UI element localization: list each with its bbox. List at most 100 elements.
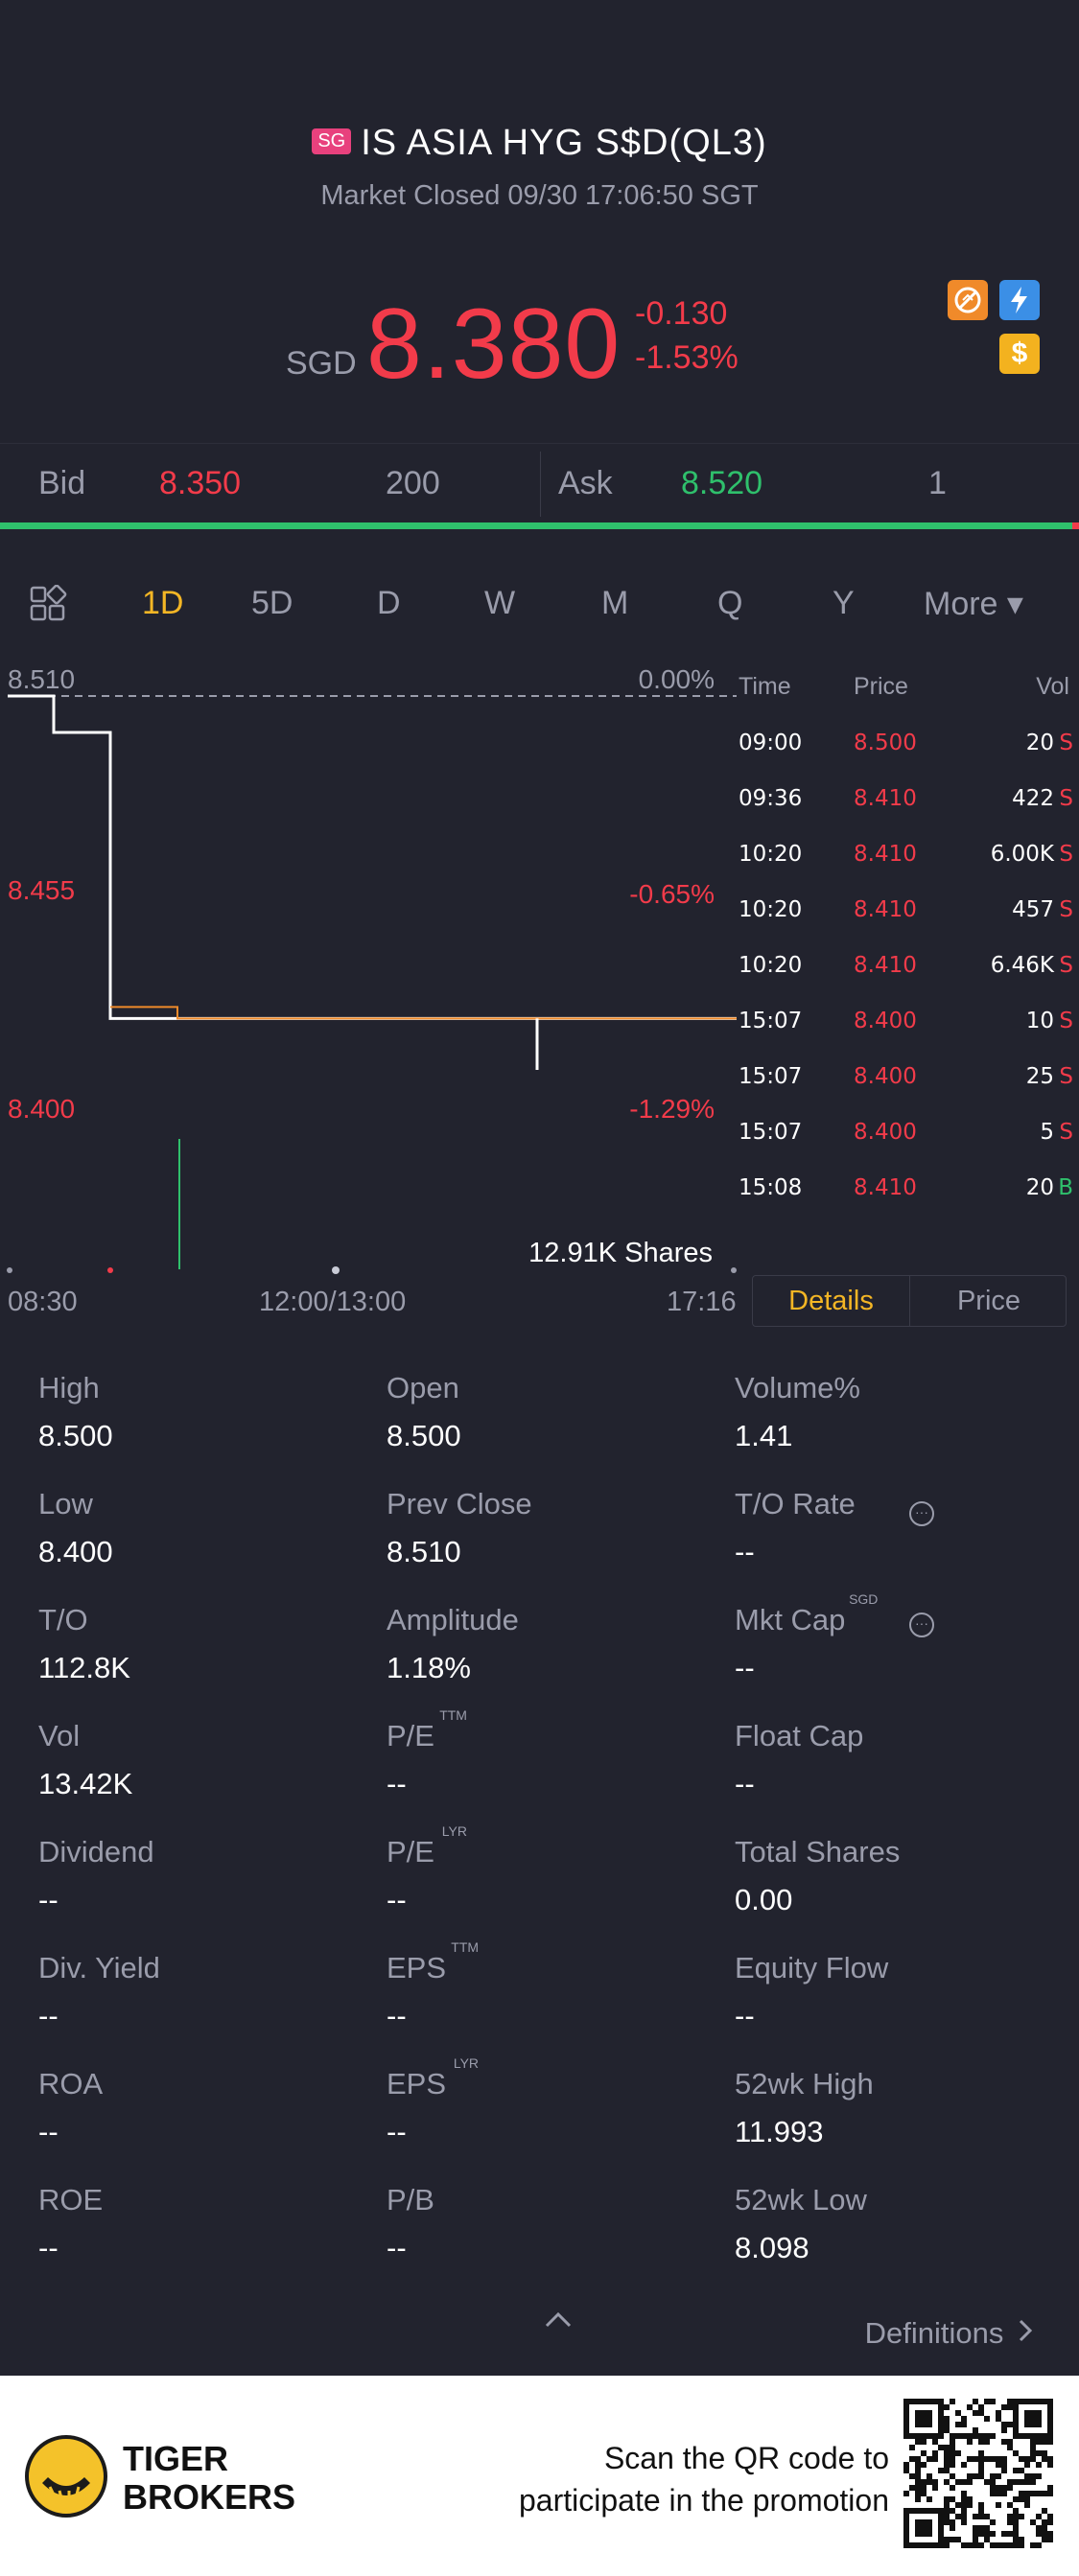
to-rate-info-icon[interactable]: ··· — [909, 1501, 934, 1526]
price-block: SGD 8.380 -0.130 -1.53% — [0, 288, 1079, 403]
trade-vol: 6.46K — [990, 953, 1054, 978]
intraday-chart[interactable]: 8.510 0.00% 8.455 -0.65% 8.400 -1.29% 12… — [0, 648, 739, 1319]
dollar-icon[interactable]: $ — [999, 334, 1040, 374]
tab-y[interactable]: Y — [833, 585, 855, 621]
tiger-logo-icon — [25, 2435, 107, 2518]
stat-label-text: P/E — [387, 1719, 434, 1752]
trade-side: S — [1059, 953, 1073, 978]
trade-vol: 20 — [1025, 1175, 1054, 1200]
y-axis-bot-pct: -1.29% — [629, 1094, 715, 1124]
stat-value: 13.42K — [38, 1767, 133, 1800]
tab-1d[interactable]: 1D — [142, 585, 184, 621]
stats-grid: High 8.500 Open 8.500 Volume% 1.41 Low 8.400 Pre… — [0, 1371, 1079, 2310]
x-tick-dot — [107, 1267, 113, 1273]
price-change-pct: -1.53% — [635, 339, 739, 376]
trade-time: 09:36 — [739, 786, 803, 811]
title-row: SG IS ASIA HYG S$D(QL3) — [0, 123, 1079, 164]
ask-label: Ask — [558, 465, 613, 501]
market-badge: SG — [312, 128, 352, 154]
tab-m[interactable]: M — [601, 585, 629, 621]
stat-item: Volume% 1.41 — [735, 1371, 1061, 1453]
stat-sup: SGD — [849, 1591, 879, 1607]
stat-label-text: EPS — [387, 1951, 447, 1984]
price-tab[interactable]: Price — [956, 1286, 1021, 1316]
trade-price: 8.500 — [854, 731, 917, 755]
x-tick-dot — [332, 1266, 340, 1274]
stat-item: EPS LYR -- — [387, 2055, 713, 2149]
trade-price: 8.400 — [854, 1009, 917, 1033]
stat-item: ROA -- — [38, 2067, 364, 2149]
market-status: Market Closed 09/30 17:06:50 SGT — [320, 180, 759, 211]
bid-ask-bar: Bid 8.350 200 Ask 8.520 1 — [0, 443, 1079, 523]
y-axis-mid-label: 8.455 — [8, 875, 75, 905]
stat-value: 1.41 — [735, 1419, 793, 1452]
stat-label-text: 52wk Low — [735, 2183, 867, 2216]
stat-item: T/O Rate -- — [735, 1487, 1061, 1569]
trade-time: 09:00 — [739, 731, 803, 755]
stat-item: Dividend -- — [38, 1835, 364, 1917]
stat-sup: TTM — [439, 1707, 467, 1723]
stat-label: Prev Close — [387, 1487, 532, 1521]
stat-label: T/O — [38, 1603, 88, 1637]
stat-item: Float Cap -- — [735, 1719, 1061, 1801]
trade-vol: 5 — [1040, 1120, 1054, 1145]
no-short-icon[interactable] — [948, 280, 988, 320]
brand-line-2: BROKERS — [123, 2477, 296, 2517]
stat-label: Amplitude — [387, 1603, 519, 1637]
stat-item: T/O 112.8K — [38, 1603, 364, 1685]
x-tick-dot — [7, 1267, 12, 1273]
trade-row: 15:07 8.400 25 S — [739, 1064, 1079, 1120]
trade-side: S — [1059, 786, 1073, 811]
flash-icon[interactable] — [999, 280, 1040, 320]
trade-side: B — [1058, 1175, 1073, 1200]
tab-w[interactable]: W — [484, 585, 516, 621]
stat-item: Vol 13.42K — [38, 1719, 364, 1801]
stat-label-text: Prev Close — [387, 1487, 532, 1520]
stat-value: 8.500 — [38, 1419, 113, 1452]
stat-item: P/E LYR -- — [387, 1823, 713, 1917]
grid-layout-icon[interactable] — [29, 584, 67, 623]
stat-value: -- — [38, 1883, 59, 1916]
volume-label: 12.91K Shares — [528, 1238, 713, 1268]
stat-label-text: T/O — [38, 1603, 88, 1636]
stat-label: Low — [38, 1487, 93, 1521]
trades-header-time: Time — [739, 673, 791, 700]
trades-header-price: Price — [854, 673, 908, 700]
details-tab[interactable]: Details — [753, 1276, 910, 1326]
bid-size: 200 — [386, 465, 440, 501]
stat-item: 52wk Low 8.098 — [735, 2183, 1061, 2265]
trade-vol: 457 — [1012, 897, 1054, 922]
promo-footer: TIGER BROKERS Scan the QR code to partic… — [0, 2376, 1079, 2576]
trade-row: 10:20 8.410 457 S — [739, 897, 1079, 953]
stat-value: 8.510 — [387, 1535, 461, 1568]
trade-row: 10:20 8.410 6.46K S — [739, 953, 1079, 1009]
stat-value: -- — [38, 1999, 59, 2032]
stat-label-text: High — [38, 1371, 100, 1404]
trade-price: 8.410 — [854, 897, 917, 922]
tab-more[interactable]: More ▾ — [924, 586, 1023, 622]
trade-row: 10:20 8.410 6.00K S — [739, 842, 1079, 897]
trade-row: 15:07 8.400 5 S — [739, 1120, 1079, 1175]
stat-label-text: Total Shares — [735, 1835, 901, 1868]
trade-time: 10:20 — [739, 897, 803, 922]
stat-label-text: P/B — [387, 2183, 434, 2216]
stat-value: -- — [735, 1999, 755, 2032]
time-and-sales[interactable]: Time Price Vol 09:00 8.500 20 S 09:36 8.410 42… — [739, 648, 1079, 1223]
stat-value: -- — [38, 2115, 59, 2148]
mkt-cap-info-icon[interactable]: ··· — [909, 1613, 934, 1637]
stat-label: Equity Flow — [735, 1951, 888, 1985]
stat-item: EPS TTM -- — [387, 1939, 713, 2033]
tab-5d[interactable]: 5D — [251, 585, 293, 621]
trade-side: S — [1059, 897, 1073, 922]
average-price-line — [110, 1006, 737, 1020]
definitions-link[interactable]: Definitions — [865, 2316, 1033, 2351]
ask-price: 8.520 — [681, 465, 763, 501]
trade-price: 8.410 — [854, 953, 917, 978]
chevron-up-icon[interactable] — [539, 2305, 577, 2333]
stat-label: T/O Rate — [735, 1487, 856, 1521]
definitions-label: Definitions — [864, 2316, 1004, 2350]
x-tick-dot — [731, 1267, 737, 1273]
tab-q[interactable]: Q — [717, 585, 743, 621]
ask-ratio-segment — [1072, 522, 1079, 529]
tab-d[interactable]: D — [377, 585, 401, 621]
